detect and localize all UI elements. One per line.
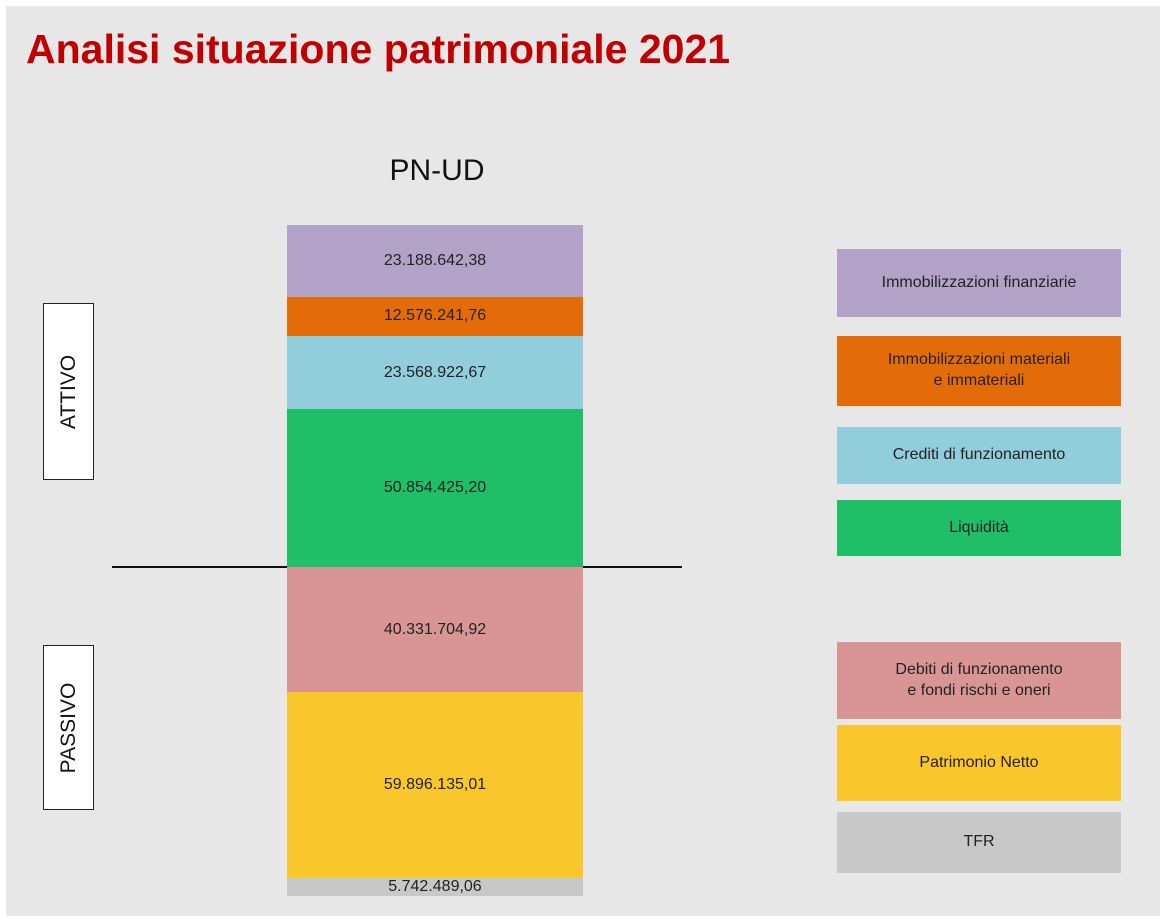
- chart-subtitle: PN-UD: [389, 154, 485, 187]
- value-label: 23.188.642,38: [383, 251, 487, 269]
- legend-entry: Immobilizzazioni finanziarie: [837, 249, 1121, 317]
- legend-entry: Patrimonio Netto: [837, 725, 1121, 801]
- legend-entry: Debiti di funzionamento e fondi rischi e…: [837, 642, 1121, 719]
- bar-segment: 12.576.241,76: [287, 296, 583, 336]
- chart-title: Analisi situazione patrimoniale 2021: [26, 26, 731, 72]
- group-label-box: ATTIVO: [43, 303, 94, 480]
- value-label: 12.576.241,76: [383, 307, 487, 325]
- value-label: 5.742.489,06: [388, 877, 482, 895]
- value-label: 40.331.704,92: [383, 620, 487, 638]
- slide: Analisi situazione patrimoniale 2021 PN-…: [6, 6, 1160, 916]
- bar-segment: 50.854.425,20: [287, 409, 583, 567]
- bar-segment: 23.568.922,67: [287, 336, 583, 410]
- group-label: ATTIVO: [56, 354, 80, 429]
- legend-entry: Liquidità: [837, 500, 1121, 556]
- bar-segment: 5.742.489,06: [287, 878, 583, 896]
- legend-entry: TFR: [837, 812, 1121, 873]
- bar-segment: 59.896.135,01: [287, 692, 583, 879]
- value-label: 59.896.135,01: [383, 776, 487, 794]
- bar-segment: 40.331.704,92: [287, 567, 583, 693]
- legend-entry: Crediti di funzionamento: [837, 427, 1121, 484]
- bar-segment: 23.188.642,38: [287, 225, 583, 297]
- legend-entry: Immobilizzazioni materiali e immateriali: [837, 336, 1121, 406]
- group-label-box: PASSIVO: [43, 645, 94, 810]
- value-label: 50.854.425,20: [383, 479, 487, 497]
- value-label: 23.568.922,67: [383, 363, 487, 381]
- group-label: PASSIVO: [56, 682, 80, 773]
